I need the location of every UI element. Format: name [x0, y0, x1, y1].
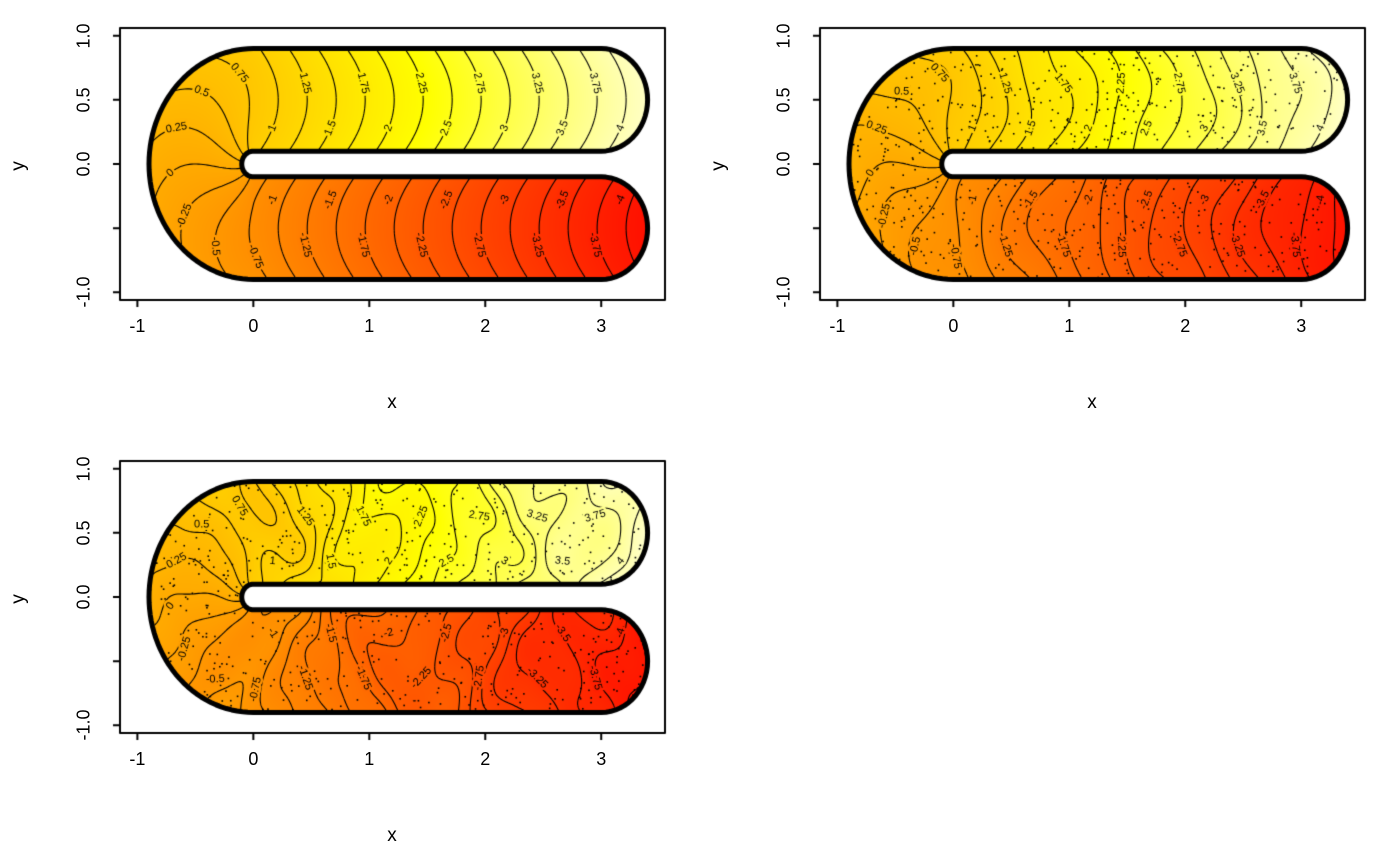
x-axis-title: x	[387, 825, 397, 846]
contour-canvas	[0, 433, 700, 866]
contour-canvas	[700, 0, 1400, 433]
y-tick-label: 0.0	[773, 151, 794, 177]
x-tick-label: 3	[1296, 316, 1307, 336]
x-axis-title: x	[1087, 392, 1097, 413]
x-tick-label: 0	[248, 316, 259, 336]
y-axis-title: y	[7, 161, 29, 171]
y-tick-label: 0.0	[73, 584, 94, 610]
x-tick-label: 3	[596, 749, 607, 769]
y-tick-label: -1.0	[73, 709, 94, 741]
y-tick-label: -1.0	[773, 276, 794, 308]
x-tick-label: 0	[948, 316, 959, 336]
y-tick-label: 0.5	[73, 520, 94, 546]
x-tick-label: 3	[596, 316, 607, 336]
x-tick-label: 2	[1180, 316, 1191, 336]
y-tick-label: -1.0	[73, 276, 94, 308]
y-axis-title: y	[7, 594, 29, 604]
y-tick-label: 1.0	[773, 23, 794, 49]
y-axis-title: y	[707, 161, 729, 171]
y-tick-label: 0.5	[773, 87, 794, 113]
x-tick-label: 2	[480, 749, 491, 769]
x-tick-label: 2	[480, 316, 491, 336]
x-tick-label: 1	[1064, 316, 1075, 336]
x-tick-label: -1	[829, 316, 846, 336]
y-tick-label: 1.0	[73, 456, 94, 482]
x-tick-label: 1	[364, 316, 375, 336]
x-tick-label: -1	[129, 316, 146, 336]
x-tick-label: 0	[248, 749, 259, 769]
y-tick-label: 0.0	[73, 151, 94, 177]
contour-panel-top-right: x y -1 0 1 2 3 1.0 0.5 0.0 -1.0	[700, 0, 1400, 433]
y-tick-label: 0.5	[73, 87, 94, 113]
x-axis-title: x	[387, 392, 397, 413]
x-tick-label: -1	[129, 749, 146, 769]
x-tick-label: 1	[364, 749, 375, 769]
contour-panel-top-left: x y -1 0 1 2 3 1.0 0.5 0.0 -1.0	[0, 0, 700, 433]
contour-canvas	[0, 0, 700, 433]
contour-panel-bottom-left: x y -1 0 1 2 3 1.0 0.5 0.0 -1.0	[0, 433, 700, 866]
y-tick-label: 1.0	[73, 23, 94, 49]
